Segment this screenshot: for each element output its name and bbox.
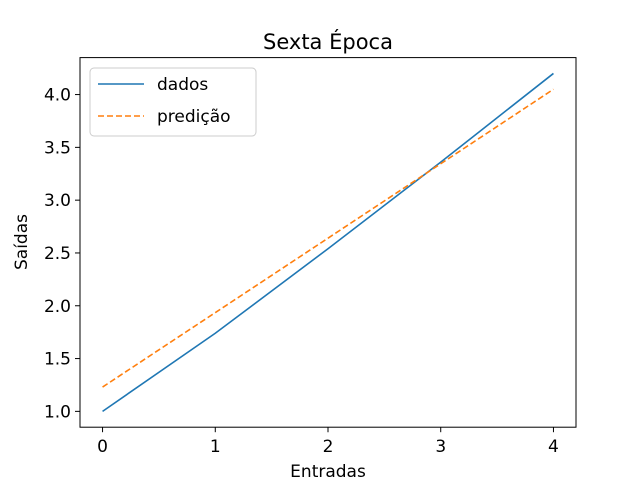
x-axis-ticks: 0 1 2 3 4 [97, 427, 559, 457]
y-tick-label: 1.0 [44, 402, 71, 422]
y-tick-label: 3.0 [44, 191, 71, 211]
y-tick-label: 2.5 [44, 244, 71, 264]
x-tick-label: 2 [323, 437, 334, 457]
x-tick-label: 1 [210, 437, 221, 457]
x-axis-label: Entradas [290, 462, 366, 480]
legend-label-predicao: predição [157, 107, 231, 127]
y-tick-label: 4.0 [44, 86, 71, 106]
series-line-1 [102, 88, 554, 388]
series-line-0 [102, 72, 554, 413]
legend-box [89, 67, 257, 137]
x-tick-label: 3 [435, 437, 446, 457]
legend: dados predição [89, 67, 257, 137]
y-axis-ticks: 1.0 1.5 2.0 2.5 3.0 3.5 4.0 [44, 86, 80, 422]
y-tick-label: 2.0 [44, 297, 71, 317]
chart-title: Sexta Época [263, 29, 393, 54]
x-tick-label: 4 [548, 437, 559, 457]
y-axis-label: Saídas [12, 214, 32, 270]
plot-frame [79, 57, 577, 428]
y-tick-label: 3.5 [44, 138, 71, 158]
x-tick-label: 0 [97, 437, 108, 457]
series-layer [102, 72, 554, 413]
y-tick-label: 1.5 [44, 350, 71, 370]
legend-label-dados: dados [157, 75, 208, 95]
